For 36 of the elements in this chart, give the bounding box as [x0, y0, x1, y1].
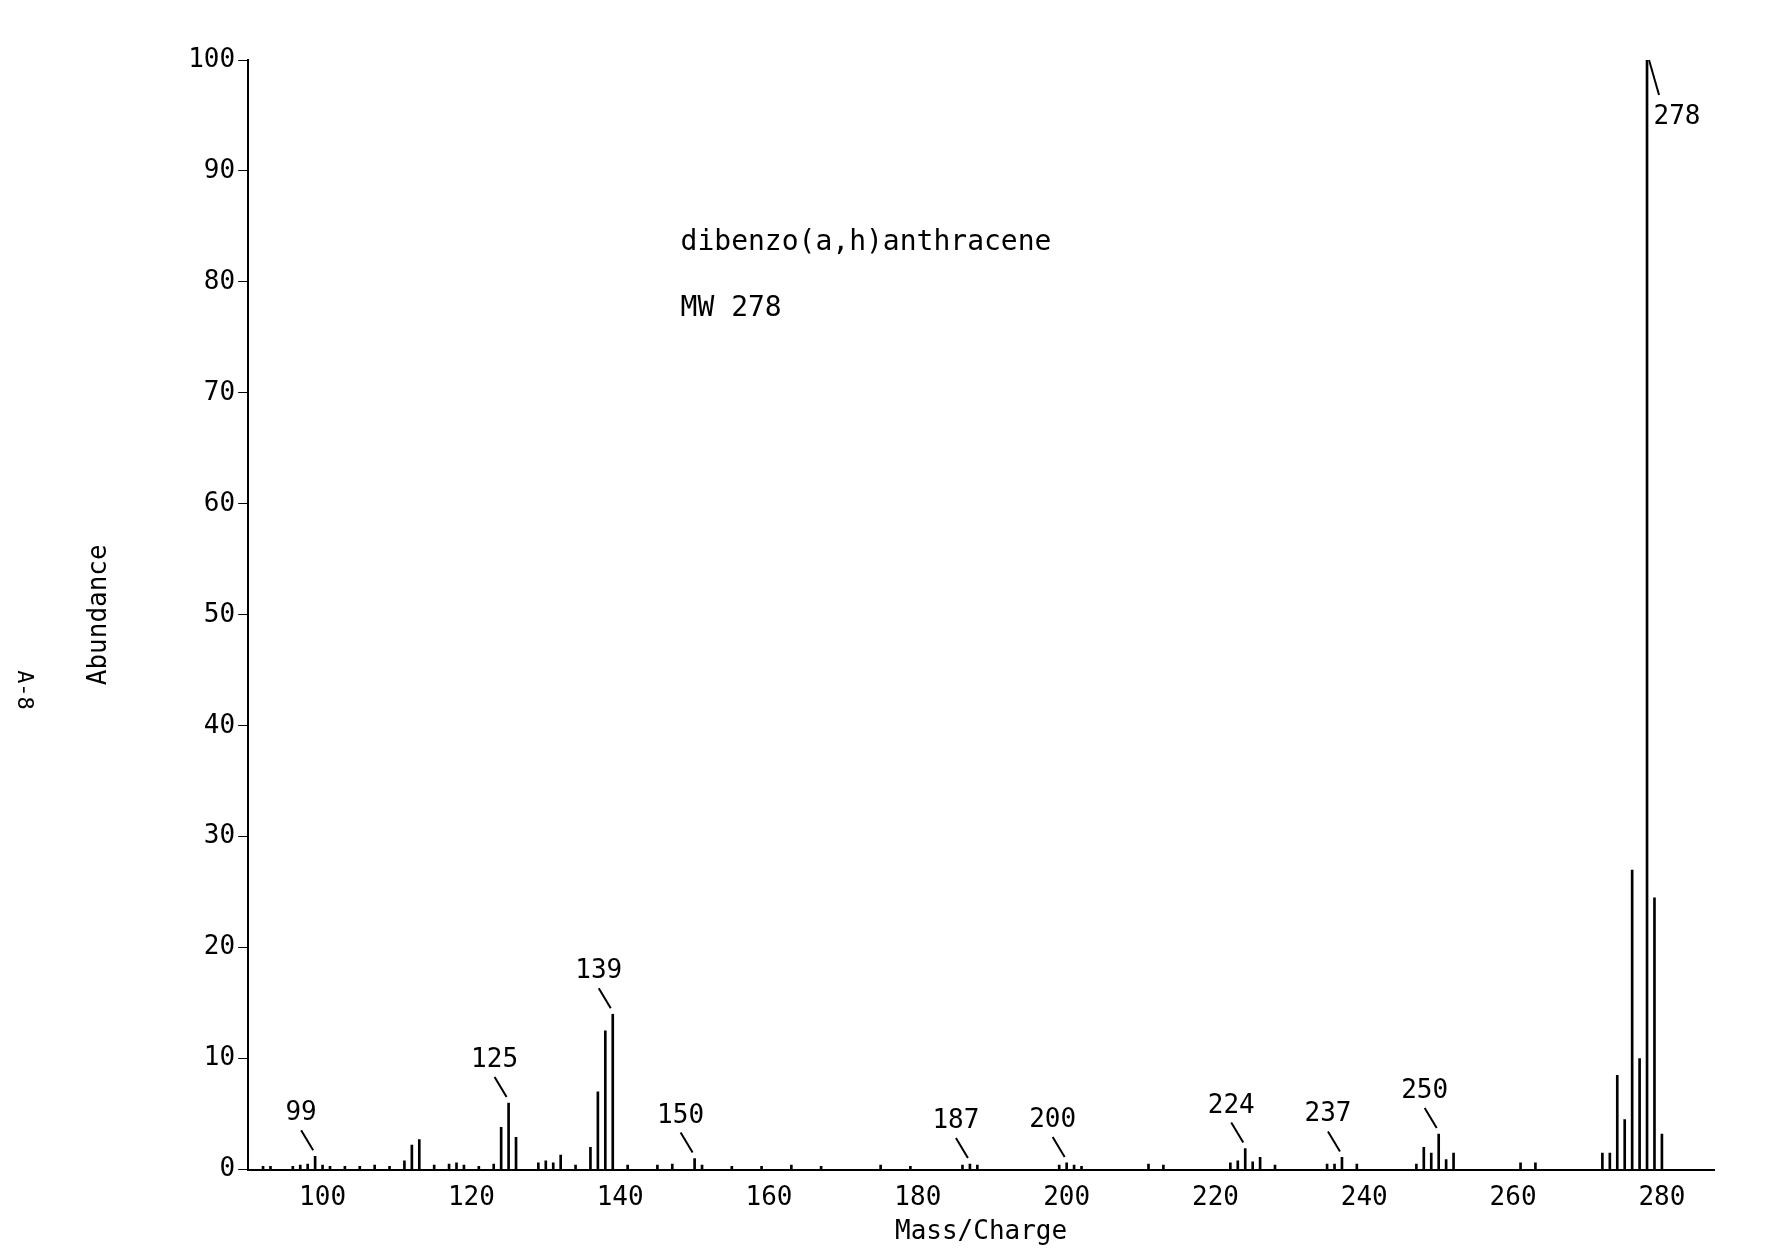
- x-tick-label: 260: [1489, 1180, 1537, 1211]
- annotation: 187: [932, 1104, 980, 1135]
- x-axis-title: Mass/Charge: [894, 1215, 1068, 1246]
- y-tick-label: 40: [203, 708, 236, 739]
- annotation: 125: [471, 1043, 519, 1074]
- annotation: 200: [1029, 1102, 1077, 1133]
- x-tick-label: 140: [596, 1180, 644, 1211]
- y-tick-label: 80: [203, 264, 236, 295]
- y-tick-label: 50: [203, 597, 236, 628]
- y-tick-label: 30: [203, 819, 236, 850]
- x-tick-label: 280: [1638, 1180, 1686, 1211]
- y-tick-label: 100: [188, 42, 236, 73]
- x-tick-label: 100: [299, 1180, 347, 1211]
- x-tick-label: 240: [1340, 1180, 1388, 1211]
- annotation: 224: [1207, 1088, 1255, 1119]
- y-tick-label: 0: [219, 1152, 236, 1183]
- annotation: MW 278: [680, 290, 782, 323]
- y-tick-label: 20: [203, 930, 236, 961]
- x-tick-label: 120: [447, 1180, 495, 1211]
- annotation: 139: [575, 954, 623, 985]
- y-tick-label: 90: [203, 153, 236, 184]
- x-tick-label: 220: [1191, 1180, 1239, 1211]
- y-tick-label: 70: [203, 375, 236, 406]
- x-tick-label: 160: [745, 1180, 793, 1211]
- y-tick-label: 10: [203, 1041, 236, 1072]
- x-tick-label: 200: [1043, 1180, 1091, 1211]
- y-axis-title: Abundance: [82, 544, 113, 686]
- annotation: dibenzo(a,h)anthracene: [680, 224, 1052, 257]
- annotation: 278: [1653, 100, 1701, 130]
- y-tick-label: 60: [203, 486, 236, 517]
- annotation: 237: [1304, 1097, 1352, 1128]
- annotation: 150: [657, 1098, 705, 1129]
- x-tick-label: 180: [894, 1180, 942, 1211]
- text: A-8: [13, 670, 38, 710]
- annotation: 250: [1401, 1074, 1449, 1105]
- annotation: 99: [285, 1096, 317, 1127]
